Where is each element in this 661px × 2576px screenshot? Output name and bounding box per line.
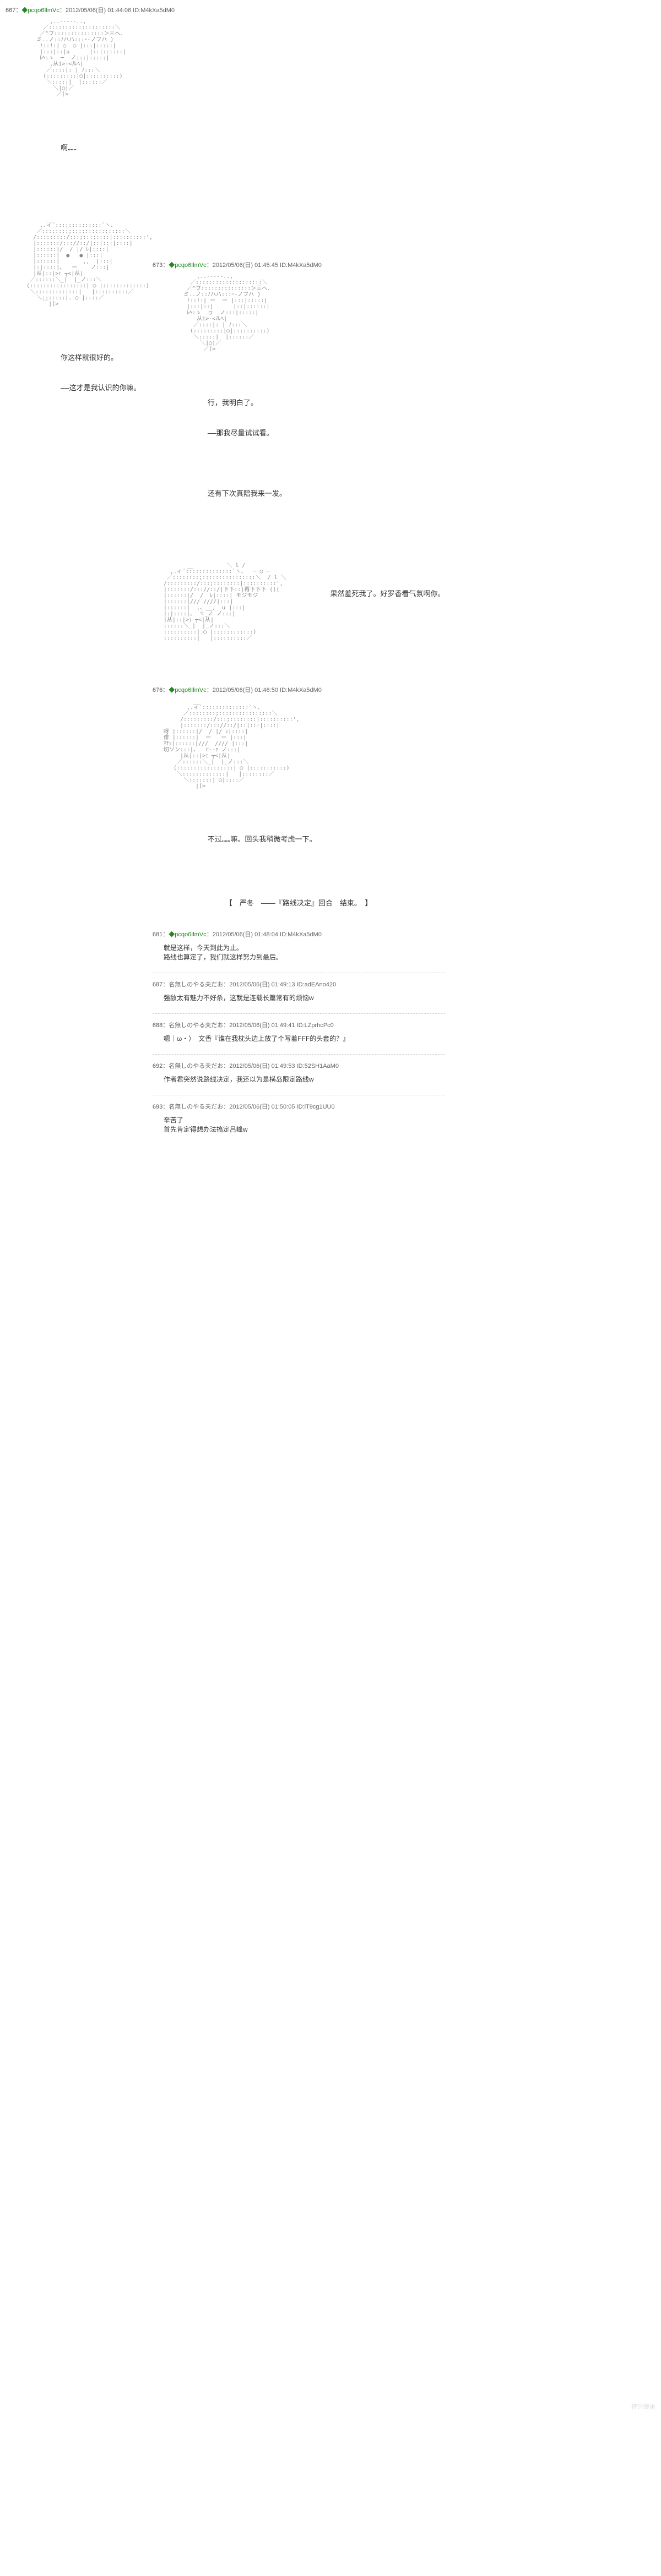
post: 676：◆pcqo6IlmVc：2012/05/06(日) 01:46:50 I… bbox=[153, 685, 445, 1134]
text-line: 辛苦了 bbox=[164, 1115, 445, 1125]
post-content: __ ,.ィ´::::::::::::::`ヽ、 ／::::::::;:::::… bbox=[164, 698, 445, 875]
post: 693：名無しのやる夫だお：2012/05/06(日) 01:50:05 ID:… bbox=[153, 1102, 445, 1134]
text-content: 强敌太有魅力不好杀，这就是连载长篇常有的烦恼w bbox=[164, 993, 445, 1002]
post-content: __ ,.ィ´::::::::::::::`ヽ、 ／::::::::;:::::… bbox=[17, 216, 655, 1156]
ascii-art-female: __ ,.ィ´::::::::::::::`ヽ、 ／::::::::;:::::… bbox=[17, 216, 153, 417]
post-header: 687：名無しのやる夫だお：2012/05/06(日) 01:49:13 ID:… bbox=[153, 980, 445, 989]
ascii-art-female: __ ＼ l / ,.ィ´::::::::::::::`ヽ、 ─ ○ ─ ／::… bbox=[164, 563, 286, 641]
post-trip: ◆pcqo6IlmVc bbox=[169, 931, 206, 938]
post-number: 667 bbox=[6, 7, 15, 14]
post-header: 692：名無しのやる夫だお：2012/05/06(日) 01:49:53 ID:… bbox=[153, 1061, 445, 1070]
post-name: 名無しのやる夫だお bbox=[169, 1063, 223, 1069]
post-id: ID:M4kXa5dM0 bbox=[133, 7, 175, 14]
dialogue-block: 果然羞死我了。好罗香看气氛啊你。 bbox=[330, 563, 445, 602]
dialogue-line: 啊…… bbox=[61, 145, 126, 152]
post-number: 693 bbox=[153, 1104, 162, 1110]
watermark: 待只慢更 bbox=[631, 2402, 655, 2411]
post-date: 2012/05/06(日) 01:50:05 bbox=[229, 1104, 295, 1110]
post-date: 2012/05/06(日) 01:49:53 bbox=[229, 1063, 295, 1069]
text-line: 作者君突然说路线决定，我还以为是横岛限定路线w bbox=[164, 1074, 445, 1084]
post-id: ID:iT9cg1UU0 bbox=[297, 1104, 335, 1110]
dialogue-line: 不过……嘛。回头我稍微考虑一下。 bbox=[208, 836, 317, 844]
post-id: ID:LZprhcPc0 bbox=[297, 1022, 334, 1029]
ascii-art-female: __ ,.ィ´::::::::::::::`ヽ、 ／::::::::;:::::… bbox=[164, 698, 317, 875]
ascii-art-male: ,..-‐‐‐-.., ／::::::::::::::::::::＼ ／^フ::… bbox=[164, 274, 286, 529]
dialogue-block: 你这样就很好的。 ——这才是我认识的你嘛。 bbox=[61, 313, 153, 411]
ending-text: 【 严冬 ——『路线决定』回合 结束。 】 bbox=[153, 897, 445, 908]
post-header: 688：名無しのやる夫だお：2012/05/06(日) 01:49:41 ID:… bbox=[153, 1020, 445, 1029]
dialogue-line: 还有下次真陪我来一发。 bbox=[208, 490, 286, 498]
post-date: 2012/05/06(日) 01:49:41 bbox=[229, 1022, 295, 1029]
divider bbox=[153, 1013, 445, 1014]
post: 681：◆pcqo6IlmVc：2012/05/06(日) 01:48:04 I… bbox=[153, 930, 445, 962]
text-content: 作者君突然说路线决定，我还以为是横岛限定路线w bbox=[164, 1074, 445, 1084]
post-header: 673：◆pcqo6IlmVc：2012/05/06(日) 01:45:45 I… bbox=[153, 260, 445, 269]
post-number: 687 bbox=[153, 981, 162, 988]
text-line: 嗯｜ω・） 文香『谁在我枕头边上放了个写着FFF的头套的？』 bbox=[164, 1034, 445, 1043]
post-name: 名無しのやる夫だお bbox=[169, 1104, 223, 1110]
dialogue-block: 不过……嘛。回头我稍微考虑一下。 bbox=[208, 795, 317, 863]
dialogue-line: 行，我明白了。 bbox=[208, 400, 286, 407]
post: 692：名無しのやる夫だお：2012/05/06(日) 01:49:53 ID:… bbox=[153, 1061, 445, 1084]
dialogue-block: 行，我明白了。 ——那我尽量试试看。 还有下次真陪我来一发。 bbox=[208, 358, 286, 517]
post-number: 681 bbox=[153, 931, 162, 938]
text-line: 路线也算定了，我们就这样努力到最后。 bbox=[164, 952, 445, 962]
post-header: 667：◆pcqo6IlmVc：2012/05/06(日) 01:44:06 I… bbox=[6, 6, 655, 14]
divider bbox=[153, 1054, 445, 1055]
dialogue-line: 果然羞死我了。好罗香看气氛啊你。 bbox=[330, 588, 445, 598]
post-content: ,..-‐‐‐-.., ／::::::::::::::::::::＼ ／^フ::… bbox=[164, 274, 445, 529]
post-trip: ◆pcqo6IlmVc bbox=[169, 262, 206, 269]
text-line: 就是这样，今天到此为止。 bbox=[164, 943, 445, 952]
post-name: 名無しのやる夫だお bbox=[169, 1022, 223, 1029]
post-name: 名無しのやる夫だお bbox=[169, 981, 223, 988]
post-number: 688 bbox=[153, 1022, 162, 1029]
post-date: 2012/05/06(日) 01:49:13 bbox=[229, 981, 295, 988]
ascii-art-male: ,..-‐‐‐-.., ／::::::::::::::::::::＼ ／^フ::… bbox=[17, 19, 126, 183]
post: 687：名無しのやる夫だお：2012/05/06(日) 01:49:13 ID:… bbox=[153, 980, 445, 1002]
post-id: ID:M4kXa5dM0 bbox=[280, 931, 322, 938]
text-content: 辛苦了 首先肯定得想办法搞定吕峰w bbox=[164, 1115, 445, 1134]
post-content: __ ＼ l / ,.ィ´::::::::::::::`ヽ、 ─ ○ ─ ／::… bbox=[164, 563, 445, 641]
post-content: ,..-‐‐‐-.., ／::::::::::::::::::::＼ ／^フ::… bbox=[17, 19, 655, 183]
dialogue-block: 啊…… bbox=[61, 103, 126, 171]
dialogue-line: 你这样就很好的。 bbox=[61, 354, 153, 362]
post-id: ID:M4kXa5dM0 bbox=[280, 262, 322, 269]
dialogue-line: ——这才是我认识的你嘛。 bbox=[61, 385, 153, 392]
post-header: 676：◆pcqo6IlmVc：2012/05/06(日) 01:46:50 I… bbox=[153, 685, 445, 694]
post-number: 673 bbox=[153, 262, 162, 269]
post-trip: ◆pcqo6IlmVc bbox=[21, 7, 59, 14]
post-id: ID:M4kXa5dM0 bbox=[280, 687, 322, 694]
text-line: 强敌太有魅力不好杀，这就是连载长篇常有的烦恼w bbox=[164, 993, 445, 1002]
post-date: 2012/05/06(日) 01:46:50 bbox=[213, 687, 278, 694]
post-header: 693：名無しのやる夫だお：2012/05/06(日) 01:50:05 ID:… bbox=[153, 1102, 445, 1111]
post: 673：◆pcqo6IlmVc：2012/05/06(日) 01:45:45 I… bbox=[153, 260, 445, 1145]
post: 667：◆pcqo6IlmVc：2012/05/06(日) 01:44:06 I… bbox=[6, 6, 655, 1156]
post-date: 2012/05/06(日) 01:44:06 bbox=[66, 7, 131, 14]
post-id: ID:adEAno420 bbox=[297, 981, 337, 988]
text-content: 就是这样，今天到此为止。 路线也算定了，我们就这样努力到最后。 bbox=[164, 943, 445, 962]
post-id: ID:52SH1AaM0 bbox=[297, 1063, 339, 1069]
text-content: 嗯｜ω・） 文香『谁在我枕头边上放了个写着FFF的头套的？』 bbox=[164, 1034, 445, 1043]
post-date: 2012/05/06(日) 01:45:45 bbox=[213, 262, 278, 269]
post-number: 676 bbox=[153, 687, 162, 694]
post-number: 692 bbox=[153, 1063, 162, 1069]
post-trip: ◆pcqo6IlmVc bbox=[169, 687, 206, 694]
text-line: 首先肯定得想办法搞定吕峰w bbox=[164, 1125, 445, 1134]
post-date: 2012/05/06(日) 01:48:04 bbox=[213, 931, 278, 938]
post-header: 681：◆pcqo6IlmVc：2012/05/06(日) 01:48:04 I… bbox=[153, 930, 445, 938]
dialogue-line: ——那我尽量试试看。 bbox=[208, 430, 286, 438]
post: 688：名無しのやる夫だお：2012/05/06(日) 01:49:41 ID:… bbox=[153, 1020, 445, 1043]
